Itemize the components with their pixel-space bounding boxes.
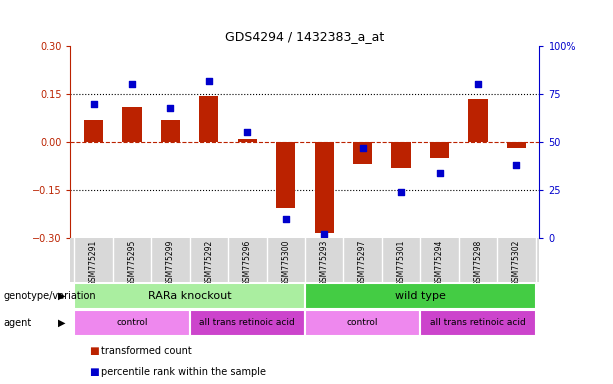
Point xyxy=(473,81,483,88)
Bar xyxy=(507,142,526,149)
Bar xyxy=(74,310,189,336)
Bar xyxy=(305,283,536,309)
Text: GSM775296: GSM775296 xyxy=(243,240,252,286)
Text: transformed count: transformed count xyxy=(101,346,192,356)
Text: genotype/variation: genotype/variation xyxy=(3,291,96,301)
Bar xyxy=(189,310,305,336)
Text: GSM775295: GSM775295 xyxy=(128,240,137,286)
Point xyxy=(396,189,406,195)
Text: RARa knockout: RARa knockout xyxy=(148,291,232,301)
Bar xyxy=(314,142,334,233)
Text: GSM775301: GSM775301 xyxy=(397,240,406,286)
Title: GDS4294 / 1432383_a_at: GDS4294 / 1432383_a_at xyxy=(226,30,384,43)
Text: GSM775298: GSM775298 xyxy=(473,240,482,286)
Text: GSM775294: GSM775294 xyxy=(435,240,444,286)
Text: control: control xyxy=(116,318,148,328)
Point xyxy=(358,145,368,151)
Bar xyxy=(84,120,103,142)
Bar xyxy=(353,142,372,164)
Text: all trans retinoic acid: all trans retinoic acid xyxy=(199,318,295,328)
Text: ▶: ▶ xyxy=(58,318,66,328)
Text: ■: ■ xyxy=(89,346,99,356)
Point xyxy=(435,170,444,176)
Text: ▶: ▶ xyxy=(58,291,66,301)
Bar xyxy=(123,107,142,142)
Text: GSM775302: GSM775302 xyxy=(512,240,521,286)
Text: control: control xyxy=(347,318,378,328)
Point xyxy=(204,78,214,84)
Bar xyxy=(305,310,421,336)
Text: GSM775297: GSM775297 xyxy=(358,240,367,286)
Text: GSM775293: GSM775293 xyxy=(320,240,329,286)
Bar xyxy=(74,283,305,309)
Bar xyxy=(421,310,536,336)
Point xyxy=(127,81,137,88)
Text: wild type: wild type xyxy=(395,291,446,301)
Text: ■: ■ xyxy=(89,367,99,377)
Point xyxy=(511,162,521,168)
Text: agent: agent xyxy=(3,318,31,328)
Text: all trans retinoic acid: all trans retinoic acid xyxy=(430,318,526,328)
Bar xyxy=(238,139,257,142)
Point xyxy=(166,104,175,111)
Bar xyxy=(199,96,218,142)
Bar xyxy=(392,142,411,168)
Bar xyxy=(276,142,295,208)
Bar xyxy=(468,99,487,142)
Text: GSM775292: GSM775292 xyxy=(204,240,213,286)
Text: GSM775291: GSM775291 xyxy=(89,240,98,286)
Point xyxy=(281,216,291,222)
Bar xyxy=(430,142,449,158)
Point xyxy=(242,129,252,136)
Point xyxy=(89,101,99,107)
Text: GSM775299: GSM775299 xyxy=(166,240,175,286)
Point xyxy=(319,231,329,237)
Bar xyxy=(161,120,180,142)
Text: percentile rank within the sample: percentile rank within the sample xyxy=(101,367,266,377)
Text: GSM775300: GSM775300 xyxy=(281,240,290,286)
